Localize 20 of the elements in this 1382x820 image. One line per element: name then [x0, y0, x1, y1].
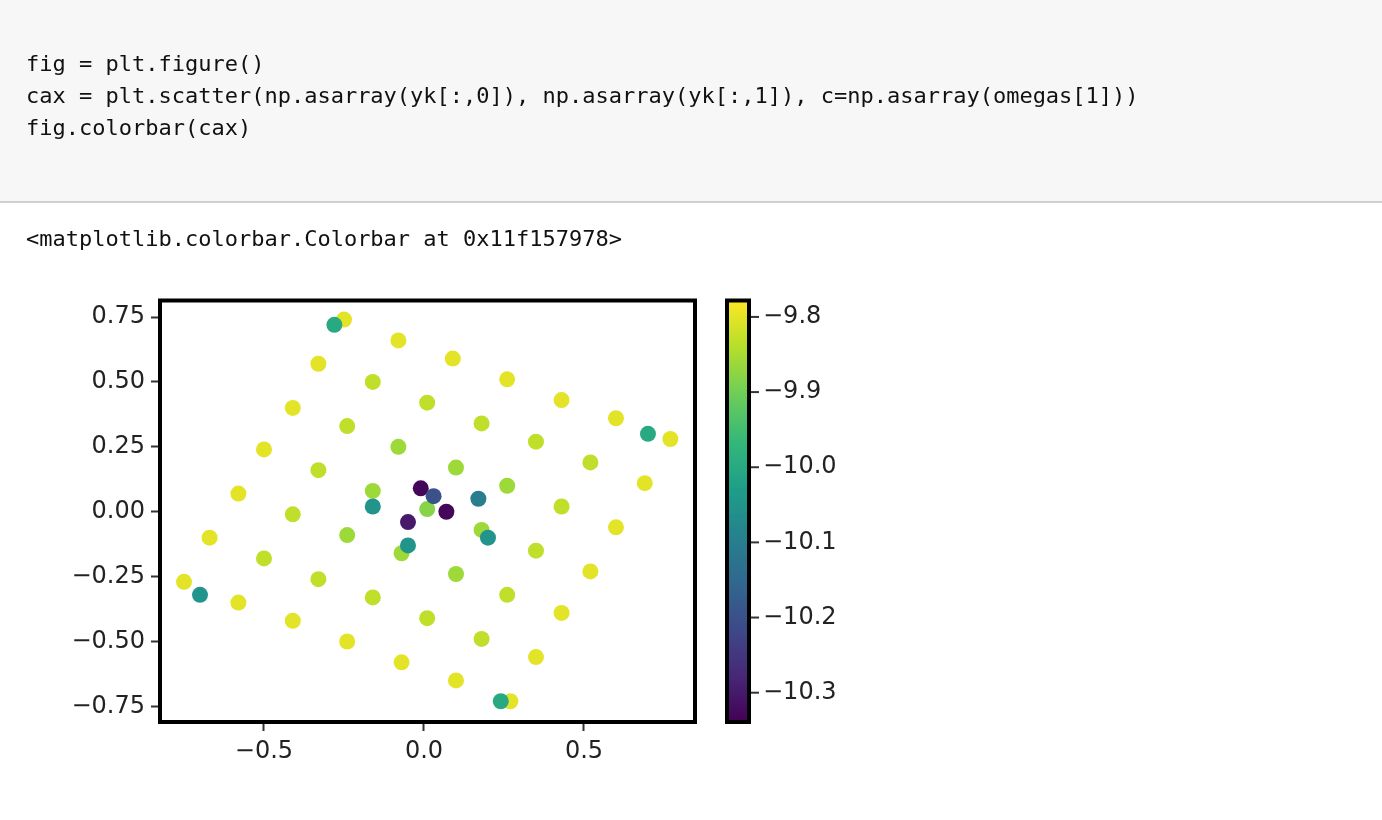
x-tick-label: −0.5	[234, 735, 294, 764]
y-tick-label: 0.50	[91, 366, 145, 395]
text: fig = plt.figure()	[26, 50, 266, 78]
color-bar-label: −10.3	[763, 676, 837, 705]
x-tick-label: 0.5	[564, 735, 604, 764]
y-tick-label: 0.25	[91, 431, 145, 460]
color-bar-label: −9.8	[763, 301, 822, 330]
y-tick-label: −0.25	[71, 560, 145, 589]
text: <matplotlib.colorbar.Colorbar at 0x11f157978>	[26, 226, 623, 251]
x-tick-label: 0.0	[404, 735, 444, 764]
y-tick-label: 0.75	[91, 301, 145, 330]
color-bar-label: −10.0	[763, 451, 837, 480]
text: cax = plt.scatter(np.asarray(yk[:,0]), np.asarray(yk[:,1]), c=np.asarray(omegas[1]))	[26, 82, 1140, 110]
text: fig.colorbar(cax)	[26, 114, 253, 142]
color-bar-label: −10.1	[763, 526, 837, 555]
color-bar-label: −9.9	[763, 376, 822, 405]
color-bar-label: −10.2	[763, 601, 837, 630]
y-tick-label: −0.75	[71, 690, 145, 719]
y-tick-label: 0.00	[91, 495, 145, 524]
y-tick-label: −0.50	[71, 625, 145, 654]
